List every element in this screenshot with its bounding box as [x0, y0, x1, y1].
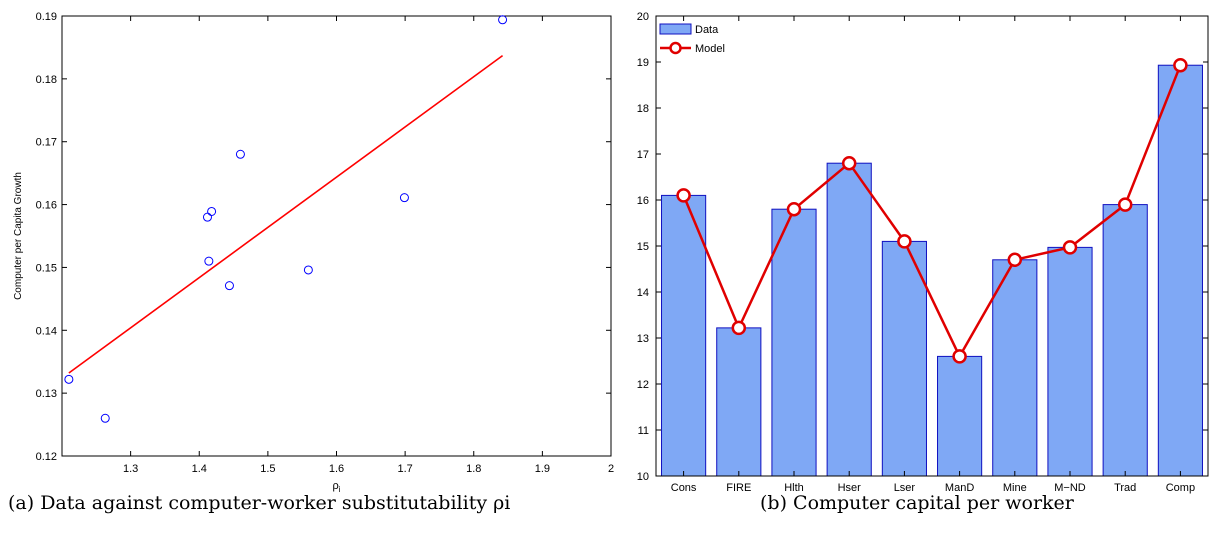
bar-panel: 10 11 12 13 14 15 16 17 18 19 20 Cons FIRE Hlth Hser Ls…	[637, 11, 1209, 494]
model-marker	[897, 234, 912, 249]
bar	[771, 208, 817, 477]
scatter-x-tick-label: 1.4	[192, 463, 207, 475]
scatter-point	[100, 413, 110, 423]
model-marker	[1117, 197, 1133, 212]
caption-scatter-text: (a) Data against computer-worker substit…	[8, 492, 511, 514]
bar-category-label: M−ND	[1054, 482, 1086, 494]
scatter-point	[64, 374, 74, 384]
scatter-y-tick-label: 0.12	[36, 451, 57, 463]
bar	[661, 194, 707, 477]
scatter-point	[224, 281, 234, 291]
bar	[992, 259, 1038, 477]
scatter-point	[303, 265, 313, 275]
bar-category-label: Hlth	[784, 482, 804, 494]
caption-bar-text: (b) Computer capital per worker	[760, 492, 1074, 514]
scatter-point	[207, 206, 217, 216]
bar-y-tick-label: 15	[637, 241, 649, 253]
scatter-y-axis-label: Computer per Capita Growth	[13, 172, 24, 300]
model-marker	[841, 155, 857, 171]
bar-y-tick-label: 19	[637, 57, 649, 69]
bar-category-label: Mine	[1003, 482, 1027, 494]
model-marker	[676, 188, 691, 203]
scatter-x-axis-label-subscript: i	[339, 485, 341, 494]
scatter-point	[235, 149, 245, 159]
bar-y-tick-label: 10	[637, 471, 649, 483]
bar	[1102, 204, 1148, 477]
bar-y-tick-label: 13	[637, 333, 649, 345]
legend-swatch-data	[659, 23, 692, 35]
caption-bar: (b) Computer capital per worker	[760, 492, 1074, 514]
bar-y-tick-label: 12	[637, 379, 649, 391]
scatter-x-axis-label-symbol: ρ	[332, 480, 338, 492]
caption-scatter: (a) Data against computer-worker substit…	[8, 492, 510, 514]
model-marker	[952, 349, 967, 364]
scatter-x-tick-label: 1.5	[260, 463, 275, 475]
bar-y-tick-label: 17	[637, 149, 649, 161]
model-marker	[1173, 57, 1188, 73]
legend-marker-model	[669, 41, 682, 55]
bar	[716, 327, 762, 477]
scatter-x-tick-label: 1.6	[329, 463, 344, 475]
model-line	[682, 64, 1182, 358]
scatter-y-tick-label: 0.18	[36, 74, 57, 86]
scatter-panel: 1.3 1.4 1.5 1.6 1.7 1.8 1.9 2 0.12 0.13 0.14 0.15 0.…	[13, 11, 614, 494]
bar	[937, 355, 983, 477]
scatter-y-tick-label: 0.16	[36, 200, 57, 212]
bar	[881, 240, 927, 477]
scatter-x-tick-label: 1.7	[397, 463, 412, 475]
scatter-y-tick-label: 0.13	[36, 388, 57, 400]
scatter-y-tick-label: 0.17	[36, 137, 57, 149]
bar-y-tick-label: 14	[637, 287, 649, 299]
model-marker	[1062, 240, 1078, 255]
scatter-axes-box	[61, 15, 612, 457]
bar-y-tick-label: 11	[638, 425, 649, 437]
scatter-y-tick-label: 0.14	[36, 325, 57, 337]
bar-category-label: Hser	[838, 482, 862, 494]
bar-y-tick-label: 18	[637, 103, 649, 115]
bar-category-label: Comp	[1166, 482, 1195, 494]
legend-label-model: Model	[695, 43, 725, 55]
scatter-point	[204, 256, 214, 266]
legend-label-data: Data	[695, 24, 719, 36]
model-marker	[786, 201, 802, 217]
scatter-point	[202, 212, 212, 222]
scatter-x-tick-label: 2	[608, 463, 614, 475]
model-marker	[1007, 252, 1023, 268]
scatter-x-tick-label: 1.8	[466, 463, 481, 475]
bar-y-tick-label: 16	[637, 195, 649, 207]
bar-category-label: Lser	[894, 482, 916, 494]
scatter-y-tick-label: 0.15	[36, 262, 57, 274]
bar-category-label: Cons	[671, 482, 697, 494]
scatter-x-tick-label: 1.3	[123, 463, 138, 475]
scatter-x-axis-label: ρi	[332, 480, 340, 494]
bar	[826, 162, 872, 477]
model-marker	[731, 320, 747, 336]
scatter-x-tick-label: 1.9	[535, 463, 550, 475]
bar	[1047, 246, 1093, 477]
bar	[1157, 64, 1203, 477]
bar-category-label: FIRE	[726, 482, 751, 494]
bar-category-label: ManD	[945, 482, 974, 494]
scatter-point	[399, 193, 409, 203]
scatter-fit-line	[68, 54, 504, 374]
bar-category-label: Trad	[1114, 482, 1136, 494]
scatter-y-tick-label: 0.19	[36, 11, 57, 23]
bar-y-tick-label: 20	[637, 11, 649, 23]
scatter-point	[498, 15, 508, 25]
